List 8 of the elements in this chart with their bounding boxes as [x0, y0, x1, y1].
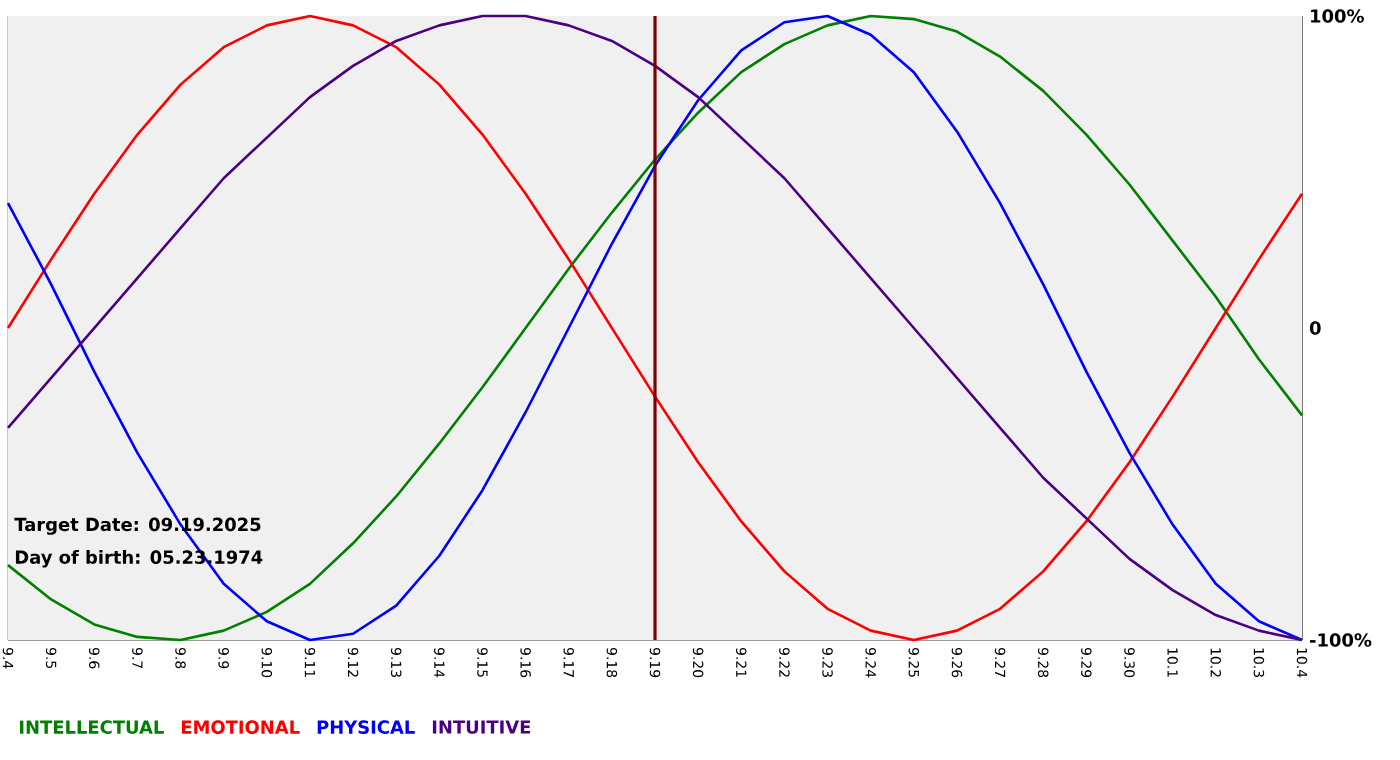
- line-series: [6, 14, 1304, 642]
- text: INTELLECTUAL: [20, 720, 164, 734]
- text: INTUITIVE: [432, 720, 531, 734]
- text: EMOTIONAL: [181, 720, 300, 734]
- y-tick-label: -100%: [1310, 633, 1372, 647]
- text: PHYSICAL: [317, 720, 415, 734]
- y-tick-label: 100%: [1311, 9, 1364, 23]
- y-tick-label: 0: [1309, 321, 1321, 335]
